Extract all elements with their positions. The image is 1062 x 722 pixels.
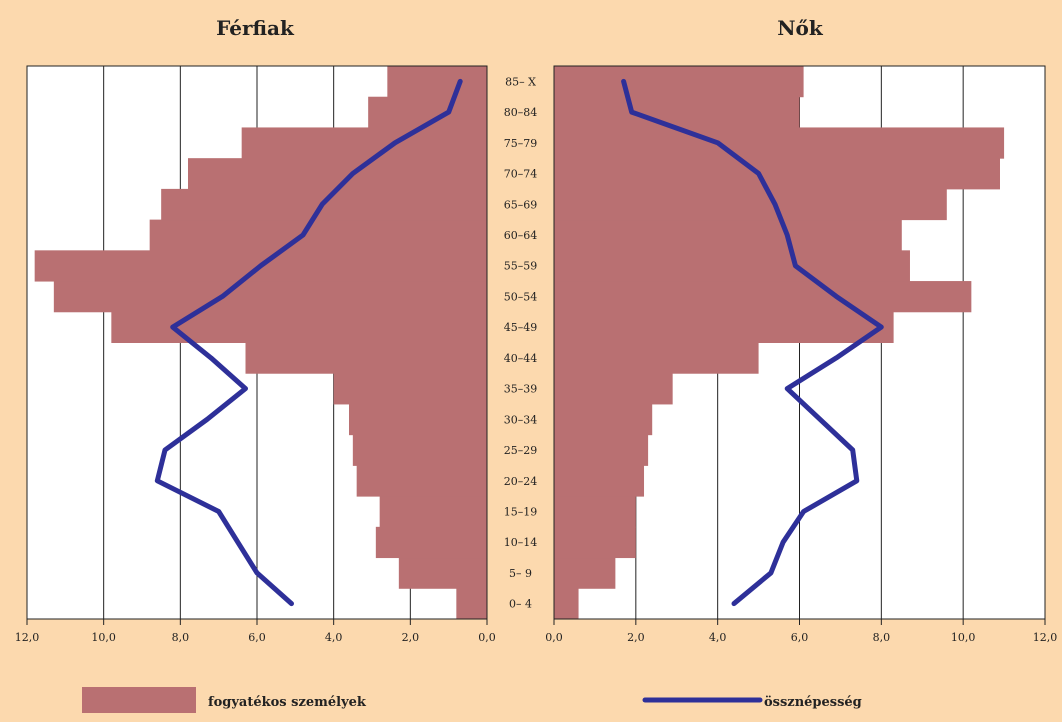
x-tick-label: 6,0 [791,631,809,644]
right-x-tick-labels: 0,0 2,0 4,0 6,0 8,0 10,0 12,0 [545,631,1057,644]
bar-men [387,66,487,98]
age-label: 40–44 [504,352,538,365]
x-tick-label: 10,0 [951,631,976,644]
age-label: 60–64 [504,229,538,242]
age-label: 0– 4 [509,598,532,611]
age-label: 10–14 [504,536,538,549]
legend-bar-label: fogyatékos személyek [208,695,367,710]
bar-men [349,403,487,436]
age-label: 20–24 [504,475,538,488]
bar-women [554,465,645,497]
total-population-lines [154,78,884,607]
right-bars [553,65,1046,620]
bar-men [375,526,487,559]
age-label: 65–69 [504,198,538,211]
x-tick-label: 8,0 [873,631,891,644]
x-tick-label: 4,0 [325,631,343,644]
left-plot-frame [26,65,488,620]
bar-women [554,281,972,313]
bar-men [356,465,487,497]
bar-women [554,403,653,436]
bar-women [554,434,649,466]
age-label: 75–79 [504,137,538,150]
age-label: 35–39 [504,383,538,396]
x-tick-label: 2,0 [402,631,420,644]
x-tick-label: 0,0 [478,631,496,644]
right-plot-frame [553,65,1046,620]
x-tick-label: 12,0 [15,631,40,644]
bar-women [554,311,894,343]
bar-men [245,342,487,374]
age-label: 50–54 [504,290,538,303]
bar-women [554,342,759,374]
bar-men [352,434,487,466]
bar-women [554,588,579,620]
bar-men [53,281,487,313]
bar-women [554,526,636,559]
legend-bar-swatch [82,687,196,713]
bar-men [398,557,487,589]
bar-men [456,588,487,620]
age-label: 80–84 [504,106,538,119]
age-label: 30–34 [504,413,538,426]
bar-women [554,496,636,528]
x-tick-label: 12,0 [1033,631,1058,644]
bar-women [554,250,910,282]
x-tick-label: 4,0 [709,631,727,644]
age-label: 45–49 [504,321,538,334]
bar-men [188,158,487,190]
left-panel-title: Férfiak [216,16,295,40]
x-tick-label: 8,0 [172,631,190,644]
bar-women [554,219,902,251]
age-group-labels: 0– 4 5– 9 10–14 15–19 20–24 25–29 30–34 35–39 40… [504,75,538,610]
right-panel-title: Nők [777,16,824,40]
line-men [154,78,463,607]
age-label: 25–29 [504,444,538,457]
bar-men [333,373,487,405]
bar-women [554,158,1000,190]
legend: fogyatékos személyek össznépesség [82,687,862,713]
x-tick-label: 6,0 [248,631,266,644]
bar-women [554,373,673,405]
bar-women [554,66,804,98]
age-label: 70–74 [504,168,538,181]
x-tick-label: 10,0 [91,631,116,644]
legend-line-label: össznépesség [764,695,862,710]
x-tick-label: 2,0 [627,631,645,644]
line-women [621,78,884,607]
bar-women [554,188,947,221]
bar-men [379,496,487,528]
age-label: 55–59 [504,260,538,273]
age-label: 15–19 [504,505,538,518]
bar-men [111,311,487,343]
bar-women [554,557,616,589]
bar-men [149,219,487,251]
bar-women [554,127,1005,159]
age-label: 85– X [505,75,536,88]
left-x-tick-labels: 0,0 2,0 4,0 6,0 8,0 10,0 12,0 [15,631,496,644]
age-label: 5– 9 [509,567,532,580]
bar-men [241,127,487,159]
x-tick-label: 0,0 [545,631,563,644]
bar-women [554,96,800,128]
